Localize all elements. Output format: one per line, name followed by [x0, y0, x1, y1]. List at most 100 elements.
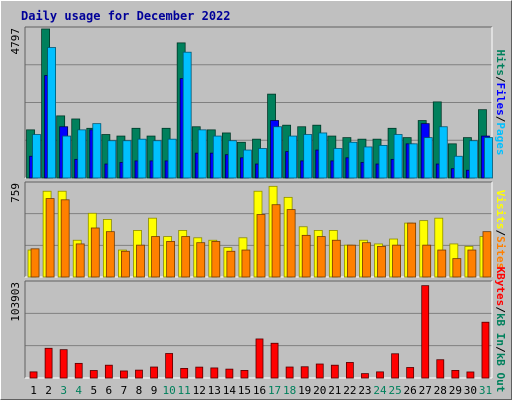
bar-hits-pages	[77, 129, 87, 179]
x-tick-label: 15	[238, 384, 251, 397]
bar-kbytes-kbytes	[376, 371, 384, 379]
bar-kbytes-kbytes	[270, 342, 279, 379]
bar-visits-sites	[30, 248, 40, 278]
bar-visits-sites	[437, 249, 447, 278]
legend-entry: kB Out	[494, 353, 507, 393]
bar-hits-pages	[393, 134, 403, 179]
bar-visits-sites	[90, 227, 100, 278]
bar-hits-pages	[227, 140, 237, 179]
bar-kbytes-kbytes	[255, 338, 264, 379]
x-tick-label: 25	[388, 384, 401, 397]
x-tick-label: 24	[373, 384, 387, 397]
x-tick-label: 20	[313, 384, 326, 397]
legend-entry: Pages	[494, 122, 507, 155]
bar-kbytes-kbytes	[481, 321, 490, 379]
bar-kbytes-kbytes	[180, 367, 189, 379]
bar-hits-pages	[333, 148, 343, 179]
legend-entry: /	[494, 346, 507, 353]
bar-hits-pages	[197, 129, 207, 179]
bar-kbytes-kbytes	[300, 366, 309, 379]
bar-visits-sites	[151, 236, 160, 278]
bar-hits-pages	[243, 149, 252, 179]
bar-visits-sites	[60, 199, 70, 278]
bar-visits-sites	[331, 239, 341, 278]
bar-visits-sites	[422, 244, 432, 278]
bar-hits-pages	[378, 144, 388, 179]
bar-visits-sites	[286, 209, 296, 278]
bar-visits-sites	[45, 198, 55, 278]
bar-kbytes-kbytes	[361, 373, 369, 379]
bar-kbytes-kbytes	[330, 364, 339, 379]
bar-visits-sites	[316, 236, 326, 278]
bar-hits-pages	[318, 132, 328, 179]
bar-hits-pages	[408, 143, 418, 179]
legend-entry: Sites	[494, 236, 507, 269]
x-tick-label: 11	[178, 384, 191, 397]
legend-entry: Hits	[494, 50, 507, 77]
y-axis-max-label: 103903	[9, 282, 22, 322]
legend-entry: Visits	[494, 190, 507, 230]
bar-hits-pages	[363, 146, 373, 179]
bar-hits-pages	[453, 155, 463, 179]
legend-entry: /	[494, 306, 507, 313]
bar-kbytes-kbytes	[421, 285, 430, 379]
bar-kbytes-kbytes	[165, 353, 174, 379]
bar-hits-pages	[47, 47, 56, 179]
bar-kbytes-kbytes	[74, 362, 83, 379]
x-tick-label: 14	[223, 384, 237, 397]
bar-hits-pages	[182, 51, 192, 179]
bar-hits-pages	[288, 135, 298, 179]
bar-visits-sites	[407, 222, 417, 278]
legend-entry: /	[494, 76, 507, 83]
bar-kbytes-kbytes	[406, 367, 415, 379]
bar-visits-sites	[482, 231, 492, 278]
bar-visits-sites	[377, 245, 386, 278]
x-tick-label: 29	[449, 384, 462, 397]
bar-hits-pages	[258, 148, 267, 179]
x-tick-label: 31	[479, 384, 492, 397]
bar-kbytes-kbytes	[225, 368, 234, 379]
bar-visits-sites	[196, 242, 206, 278]
bar-visits-sites	[301, 234, 311, 278]
x-tick-label: 22	[343, 384, 356, 397]
bar-hits-pages	[484, 137, 493, 179]
x-tick-label: 26	[404, 384, 417, 397]
bar-kbytes-kbytes	[150, 366, 158, 379]
x-tick-label: 19	[298, 384, 311, 397]
chart-title: Daily usage for December 2022	[21, 9, 231, 23]
x-tick-label: 16	[253, 384, 266, 397]
bar-visits-sites	[121, 250, 130, 278]
bar-kbytes-kbytes	[135, 369, 143, 379]
bar-hits-pages	[137, 138, 147, 179]
bar-visits-sites	[136, 244, 145, 278]
bar-hits-pages	[122, 140, 132, 179]
bar-kbytes-kbytes	[195, 366, 204, 379]
bar-visits-sites	[166, 241, 176, 278]
bar-hits-pages	[92, 123, 102, 179]
x-tick-label: 30	[464, 384, 477, 397]
bar-hits-pages	[469, 140, 478, 179]
bar-hits-pages	[212, 135, 222, 179]
x-tick-label: 21	[328, 384, 341, 397]
legend-kbytes: KBytes/kB In/kB Out	[494, 267, 507, 393]
bar-kbytes-kbytes	[44, 347, 53, 379]
bar-hits-pages	[438, 126, 448, 179]
x-tick-label: 23	[358, 384, 371, 397]
x-tick-label: 10	[162, 384, 175, 397]
y-axis-max-label: 4797	[9, 28, 22, 55]
legend-entry: Files	[494, 83, 507, 116]
bar-hits-pages	[107, 140, 117, 179]
bar-visits-sites	[467, 249, 477, 278]
bar-visits-sites	[75, 243, 85, 278]
bar-kbytes-kbytes	[466, 371, 475, 379]
bar-kbytes-kbytes	[120, 370, 128, 379]
bar-hits-pages	[167, 138, 177, 179]
y-axis-max-label: 759	[9, 183, 22, 203]
x-tick-label: 5	[90, 384, 97, 397]
bar-kbytes-kbytes	[285, 366, 294, 379]
bar-kbytes-kbytes	[59, 349, 68, 379]
legend-entry: KBytes	[494, 267, 507, 307]
bar-hits-pages	[348, 141, 358, 179]
bar-kbytes-kbytes	[391, 353, 399, 379]
